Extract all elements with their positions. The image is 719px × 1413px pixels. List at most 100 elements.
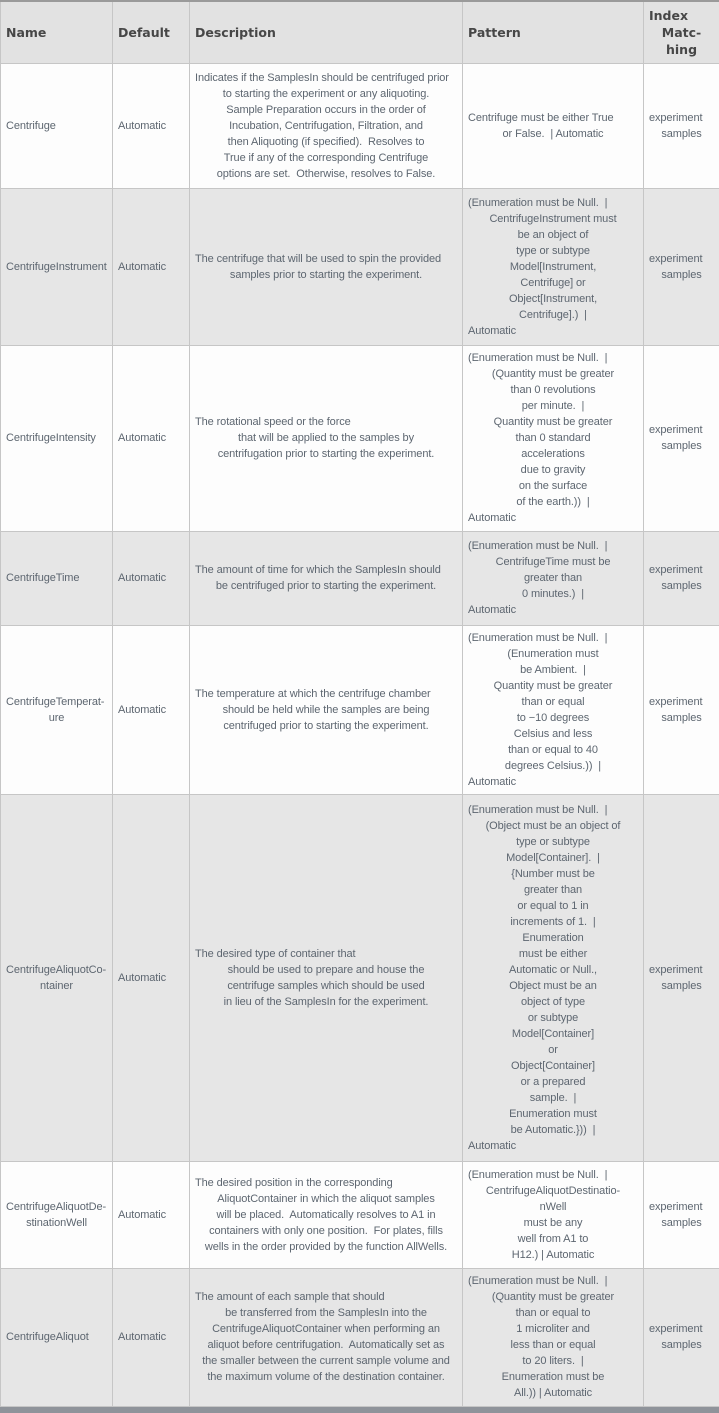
cell-text-line: Pattern xyxy=(468,24,638,41)
header-cell-pattern: Pattern xyxy=(463,1,644,63)
cell-text-line: should be held while the samples are bei… xyxy=(195,702,457,718)
cell-text-line: Incubation, Centrifugation, Filtration, … xyxy=(195,118,457,134)
cell-text-line: Model[Instrument, xyxy=(468,259,638,275)
cell-text-line: samples xyxy=(649,126,714,142)
cell-text-line: 1 microliter and xyxy=(468,1321,638,1337)
cell-text-line: Quantity must be greater xyxy=(468,414,638,430)
cell-text-line: (Enumeration must be Null. | xyxy=(468,538,638,554)
cell-text-line: in lieu of the SamplesIn for the experim… xyxy=(195,994,457,1010)
cell-text-line: The rotational speed or the force xyxy=(195,414,457,430)
cell-text-line: Automatic xyxy=(468,1138,638,1154)
table-row: CentrifugeAliquot Automatic The amount of … xyxy=(1,1268,719,1406)
cell-text-line: than or equal to 40 xyxy=(468,742,638,758)
cell-text-line: of the earth.)) | xyxy=(468,494,638,510)
cell-text-line: H12.) | Automatic xyxy=(468,1247,638,1263)
cell-text-line: samples xyxy=(649,978,714,994)
cell-text-line: on the surface xyxy=(468,478,638,494)
cell-text-line: Centrifuge must be either True xyxy=(468,110,638,126)
cell-text-line: Automatic xyxy=(468,774,638,790)
cell-name: CentrifugeIntensity xyxy=(1,345,113,531)
cell-text-line: (Object must be an object of xyxy=(468,818,638,834)
cell-text-line: (Enumeration must be Null. | xyxy=(468,802,638,818)
cell-text-line: Centrifuge] or xyxy=(468,275,638,291)
cell-text-line: Name xyxy=(6,24,107,41)
cell-text-line: Automatic xyxy=(118,430,184,446)
cell-text-line: or subtype xyxy=(468,1010,638,1026)
cell-text-line: than 0 standard xyxy=(468,430,638,446)
cell-text-line: be Automatic.})) | xyxy=(468,1122,638,1138)
cell-text-line: (Enumeration must be Null. | xyxy=(468,630,638,646)
cell-text-line: {Number must be xyxy=(468,866,638,882)
cell-description: Indicates if the SamplesIn should be cen… xyxy=(190,63,463,188)
cell-text-line: samples xyxy=(649,267,714,283)
cell-text-line: greater than xyxy=(468,570,638,586)
cell-text-line: than or equal xyxy=(468,694,638,710)
cell-text-line: CentrifugeTime must be xyxy=(468,554,638,570)
cell-name: CentrifugeInstrument xyxy=(1,188,113,345)
cell-text-line: samples xyxy=(649,578,714,594)
cell-text-line: (Enumeration must be Null. | xyxy=(468,1273,638,1289)
cell-description: The amount of time for which the Samples… xyxy=(190,531,463,625)
cell-text-line: centrifugation prior to starting the exp… xyxy=(195,446,457,462)
cell-text-line: samples xyxy=(649,710,714,726)
cell-text-line: The amount of each sample that should xyxy=(195,1289,457,1305)
cell-text-line: ure xyxy=(6,710,107,726)
cell-text-line: per minute. | xyxy=(468,398,638,414)
cell-name: CentrifugeAliquot xyxy=(1,1268,113,1406)
header-cell-name: Name xyxy=(1,1,113,63)
cell-text-line: experiment xyxy=(649,251,714,267)
cell-name: Centrifuge xyxy=(1,63,113,188)
cell-text-line: (Enumeration must be Null. | xyxy=(468,195,638,211)
cell-text-line: (Quantity must be greater xyxy=(468,366,638,382)
cell-text-line: to 20 liters. | xyxy=(468,1353,638,1369)
cell-text-line: Automatic xyxy=(118,570,184,586)
cell-text-line: CentrifugeInstrument xyxy=(6,259,107,275)
cell-text-line: must be any xyxy=(468,1215,638,1231)
cell-text-line: CentrifugeAliquotDestinatio- xyxy=(468,1183,638,1199)
cell-text-line: Object[Instrument, xyxy=(468,291,638,307)
cell-text-line: hing xyxy=(649,41,714,58)
cell-text-line: Automatic xyxy=(118,1207,184,1223)
cell-text-line: Description xyxy=(195,24,457,41)
cell-text-line: Enumeration xyxy=(468,930,638,946)
cell-text-line: centrifuged prior to starting the experi… xyxy=(195,718,457,734)
cell-text-line: CentrifugeAliquotCo- xyxy=(6,962,107,978)
cell-text-line: object of type xyxy=(468,994,638,1010)
cell-text-line: Model[Container] xyxy=(468,1026,638,1042)
cell-text-line: Automatic xyxy=(118,1329,184,1345)
cell-text-line: samples prior to starting the experiment… xyxy=(195,267,457,283)
cell-text-line: be centrifuged prior to starting the exp… xyxy=(195,578,457,594)
cell-description: The temperature at which the centrifuge … xyxy=(190,625,463,794)
cell-text-line: Automatic xyxy=(468,602,638,618)
cell-text-line: (Enumeration must xyxy=(468,646,638,662)
cell-text-line: The desired position in the correspondin… xyxy=(195,1175,457,1191)
cell-text-line: will be placed. Automatically resolves t… xyxy=(195,1207,457,1223)
cell-name: CentrifugeAliquotDe-stinationWell xyxy=(1,1161,113,1268)
table-bottom-border xyxy=(0,1407,719,1413)
cell-text-line: True if any of the corresponding Centrif… xyxy=(195,150,457,166)
cell-text-line: (Enumeration must be Null. | xyxy=(468,350,638,366)
cell-default: Automatic xyxy=(113,794,190,1161)
cell-text-line: samples xyxy=(649,438,714,454)
cell-name: CentrifugeTime xyxy=(1,531,113,625)
cell-text-line: experiment xyxy=(649,422,714,438)
cell-text-line: greater than xyxy=(468,882,638,898)
cell-text-line: less than or equal xyxy=(468,1337,638,1353)
cell-text-line: Object[Container] xyxy=(468,1058,638,1074)
cell-text-line: Index xyxy=(649,7,714,24)
cell-text-line: or xyxy=(468,1042,638,1058)
cell-name: CentrifugeAliquotCo-ntainer xyxy=(1,794,113,1161)
cell-text-line: CentrifugeAliquotContainer when performi… xyxy=(195,1321,457,1337)
cell-text-line: be Ambient. | xyxy=(468,662,638,678)
cell-text-line: Sample Preparation occurs in the order o… xyxy=(195,102,457,118)
cell-text-line: ntainer xyxy=(6,978,107,994)
